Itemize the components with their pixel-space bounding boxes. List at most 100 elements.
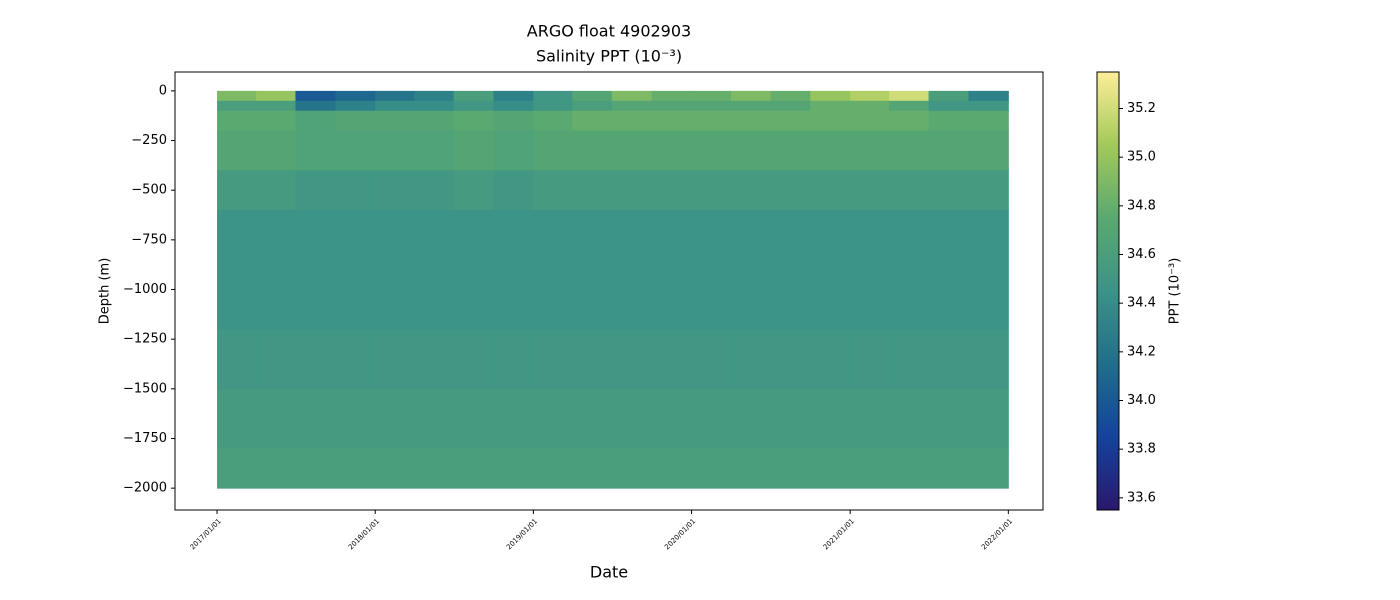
cell (770, 329, 811, 390)
cell (691, 130, 732, 171)
cell (217, 130, 257, 171)
cell (217, 329, 257, 390)
cell (414, 210, 455, 271)
cell (335, 100, 376, 112)
cell (730, 210, 771, 271)
y-tick-label: −1500 (123, 381, 167, 396)
cell (730, 388, 771, 449)
cell (453, 448, 495, 489)
cell (493, 90, 534, 102)
colorbar-tick-label: 34.2 (1127, 344, 1156, 359)
cell (810, 90, 851, 102)
cell (928, 210, 969, 271)
cell (651, 130, 693, 171)
cell (928, 90, 969, 102)
cell (651, 90, 693, 102)
colorbar-tick-label: 34.8 (1127, 198, 1156, 213)
cell (968, 210, 1009, 271)
cell (453, 210, 495, 271)
cell (493, 448, 534, 489)
cell (770, 210, 811, 271)
cell (453, 170, 495, 211)
cell (493, 329, 534, 390)
colorbar-label: PPT (10⁻³) (1168, 258, 1183, 325)
cell (889, 90, 930, 102)
cell (730, 448, 771, 489)
cell (651, 269, 693, 330)
colorbar-tick-label: 34.0 (1127, 393, 1156, 408)
cell (572, 170, 613, 211)
cell (850, 130, 890, 171)
colorbar (1096, 71, 1120, 511)
cell (217, 210, 257, 271)
cell (611, 269, 653, 330)
cell (414, 269, 455, 330)
cell (256, 269, 296, 330)
cell (375, 269, 415, 330)
cell (572, 388, 613, 449)
cell (375, 210, 415, 271)
cell (375, 110, 415, 132)
cell (691, 110, 732, 132)
cell (651, 329, 693, 390)
cell (651, 100, 693, 112)
cell (928, 329, 969, 390)
cell (572, 329, 613, 390)
cell (611, 448, 653, 489)
cell (730, 90, 771, 102)
cell (295, 170, 336, 211)
cell (611, 210, 653, 271)
cell (453, 269, 495, 330)
cell (730, 110, 771, 132)
cell (453, 110, 495, 132)
cell (691, 388, 732, 449)
cell (770, 110, 811, 132)
cell (810, 110, 851, 132)
y-axis-label: Depth (m) (98, 258, 113, 325)
cell (533, 130, 573, 171)
y-tick-label: −500 (131, 183, 167, 198)
cell (730, 100, 771, 112)
cell (493, 170, 534, 211)
cell (968, 448, 1009, 489)
cell (770, 100, 811, 112)
cell (256, 110, 296, 132)
cell (810, 269, 851, 330)
cell (691, 269, 732, 330)
cell (889, 329, 930, 390)
cell (651, 170, 693, 211)
cell (691, 170, 732, 211)
cell (295, 110, 336, 132)
cell (770, 448, 811, 489)
cell (335, 329, 376, 390)
cell (691, 448, 732, 489)
cell (453, 388, 495, 449)
cell (730, 269, 771, 330)
cell (810, 130, 851, 171)
cell (968, 90, 1009, 102)
x-axis-label: Date (590, 563, 628, 582)
cell (295, 90, 336, 102)
y-tick-label: 0 (159, 83, 167, 98)
cell (651, 110, 693, 132)
cell (256, 329, 296, 390)
cell (375, 388, 415, 449)
cell (968, 170, 1009, 211)
cell (889, 210, 930, 271)
cell (335, 170, 376, 211)
cell (414, 170, 455, 211)
colorbar-tick-label: 34.6 (1127, 247, 1156, 262)
cell (256, 388, 296, 449)
cell (256, 170, 296, 211)
cell (928, 110, 969, 132)
y-tick-label: −1000 (123, 282, 167, 297)
cell (217, 269, 257, 330)
chart-title: ARGO float 4902903 (527, 22, 691, 41)
cell (572, 210, 613, 271)
cell (375, 170, 415, 211)
cell (889, 448, 930, 489)
colorbar-tick-label: 35.2 (1127, 101, 1156, 116)
cell (375, 90, 415, 102)
cell (850, 388, 890, 449)
